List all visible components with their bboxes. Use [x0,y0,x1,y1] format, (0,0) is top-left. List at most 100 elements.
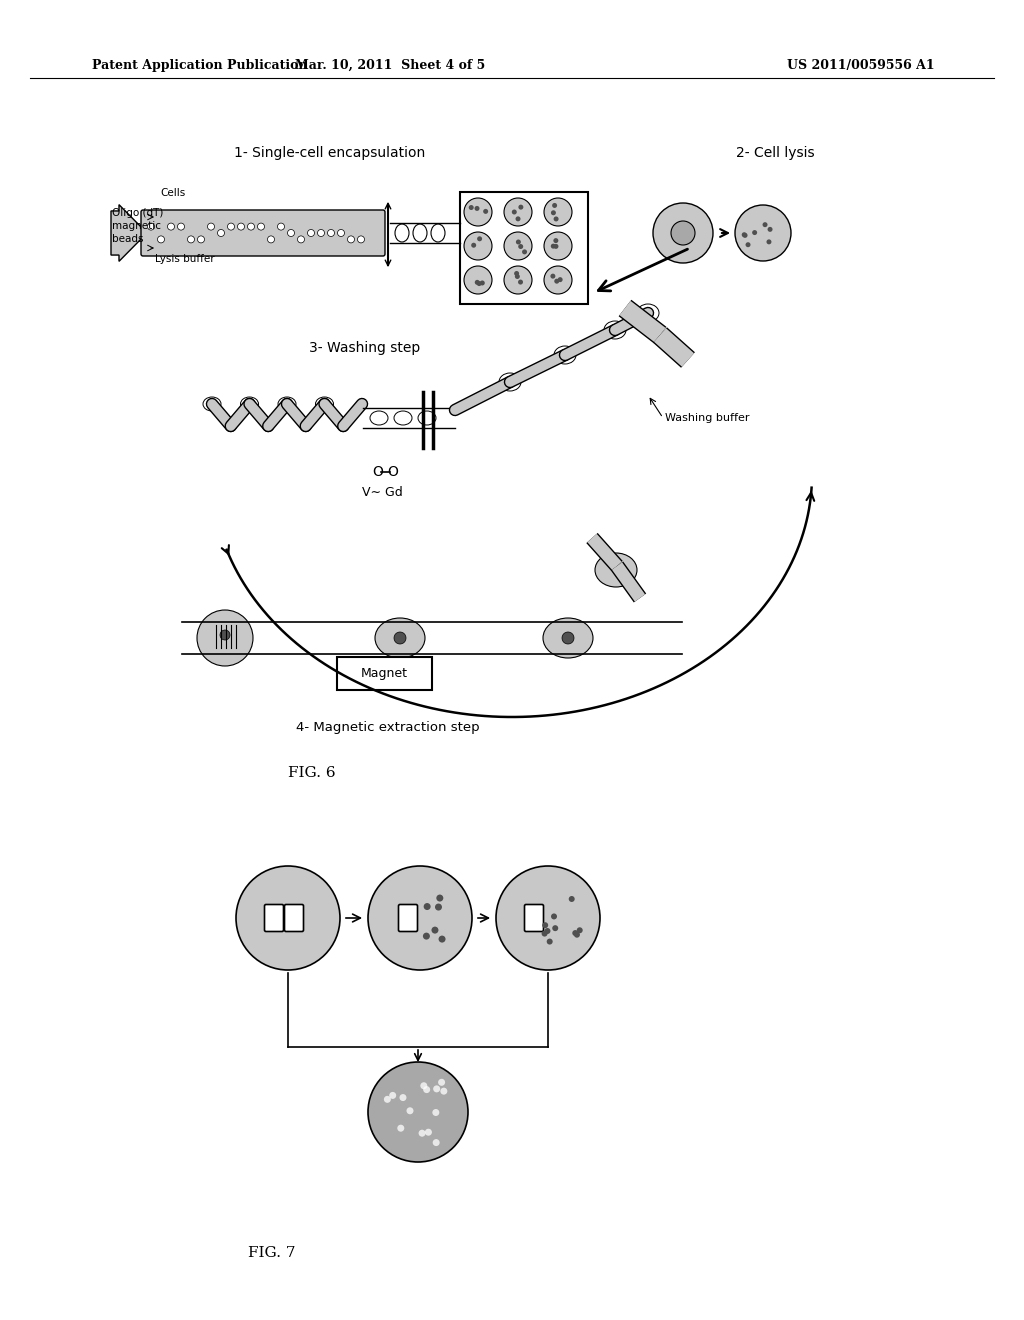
Ellipse shape [604,321,626,339]
Text: US 2011/0059556 A1: US 2011/0059556 A1 [787,58,935,71]
Circle shape [464,267,492,294]
Circle shape [572,931,579,936]
Circle shape [514,271,519,276]
FancyBboxPatch shape [141,210,385,256]
Circle shape [741,232,746,238]
Circle shape [431,927,438,933]
Circle shape [147,223,155,230]
Circle shape [512,210,517,215]
Text: 1- Single-cell encapsulation: 1- Single-cell encapsulation [234,147,426,160]
Circle shape [735,205,791,261]
Circle shape [558,277,562,282]
Circle shape [217,230,224,236]
Circle shape [328,230,335,236]
Circle shape [177,223,184,230]
Circle shape [464,232,492,260]
Circle shape [671,220,695,246]
Circle shape [471,243,476,248]
Circle shape [278,223,285,230]
Circle shape [544,232,572,260]
Circle shape [236,866,340,970]
Text: FIG. 6: FIG. 6 [288,766,336,780]
Circle shape [551,244,556,248]
Circle shape [397,1125,404,1131]
Circle shape [504,267,532,294]
Circle shape [238,223,245,230]
Circle shape [389,1092,396,1100]
Ellipse shape [543,618,593,657]
Text: Mar. 10, 2011  Sheet 4 of 5: Mar. 10, 2011 Sheet 4 of 5 [295,58,485,71]
Ellipse shape [370,411,388,425]
Circle shape [562,632,574,644]
Bar [460,191,588,304]
Circle shape [432,1109,439,1115]
Text: Lysis buffer: Lysis buffer [155,253,215,264]
Circle shape [440,1088,447,1094]
Circle shape [298,236,304,243]
FancyBboxPatch shape [398,904,418,932]
FancyBboxPatch shape [524,904,544,932]
Circle shape [425,1129,432,1135]
Text: FIG. 7: FIG. 7 [248,1246,296,1261]
Ellipse shape [203,397,221,411]
Circle shape [767,239,771,244]
Circle shape [321,400,329,408]
Circle shape [347,236,354,243]
Text: Oligo (dT): Oligo (dT) [112,209,164,218]
Circle shape [208,400,216,408]
Circle shape [435,904,442,911]
Circle shape [515,275,520,279]
Circle shape [469,205,474,210]
Circle shape [399,1094,407,1101]
FancyBboxPatch shape [337,657,432,690]
Circle shape [476,281,481,286]
Circle shape [653,203,713,263]
Circle shape [368,1063,468,1162]
Ellipse shape [418,411,436,425]
Circle shape [518,205,523,210]
Ellipse shape [554,346,575,364]
FancyBboxPatch shape [264,904,284,932]
Circle shape [518,280,523,285]
Circle shape [420,1082,427,1089]
Circle shape [248,223,255,230]
Circle shape [288,230,295,236]
Ellipse shape [315,397,334,411]
Circle shape [516,239,521,244]
FancyArrow shape [111,205,147,261]
FancyBboxPatch shape [285,904,303,932]
Circle shape [283,400,291,408]
Ellipse shape [375,618,425,657]
Circle shape [544,198,572,226]
Ellipse shape [278,397,296,411]
Circle shape [208,223,214,230]
Circle shape [197,610,253,667]
Circle shape [407,1107,414,1114]
Text: 3- Washing step: 3- Washing step [309,341,421,355]
Circle shape [483,209,488,214]
Ellipse shape [241,397,258,411]
Circle shape [552,925,558,931]
Circle shape [547,939,553,945]
Circle shape [568,896,574,902]
Circle shape [480,280,484,285]
Circle shape [187,236,195,243]
Text: Magnet: Magnet [360,668,408,681]
Text: magnetic: magnetic [112,220,161,231]
Text: V∼ Gd: V∼ Gd [361,487,402,499]
Circle shape [436,895,443,902]
Circle shape [220,630,230,640]
Circle shape [168,223,174,230]
Ellipse shape [499,374,521,391]
Circle shape [518,244,523,249]
Text: O: O [373,465,383,479]
Circle shape [544,267,572,294]
Circle shape [257,223,264,230]
Circle shape [267,236,274,243]
Circle shape [338,230,344,236]
Circle shape [768,227,772,232]
Text: Washing buffer: Washing buffer [665,413,750,422]
Circle shape [246,400,254,408]
Circle shape [438,936,445,942]
Circle shape [742,232,748,238]
